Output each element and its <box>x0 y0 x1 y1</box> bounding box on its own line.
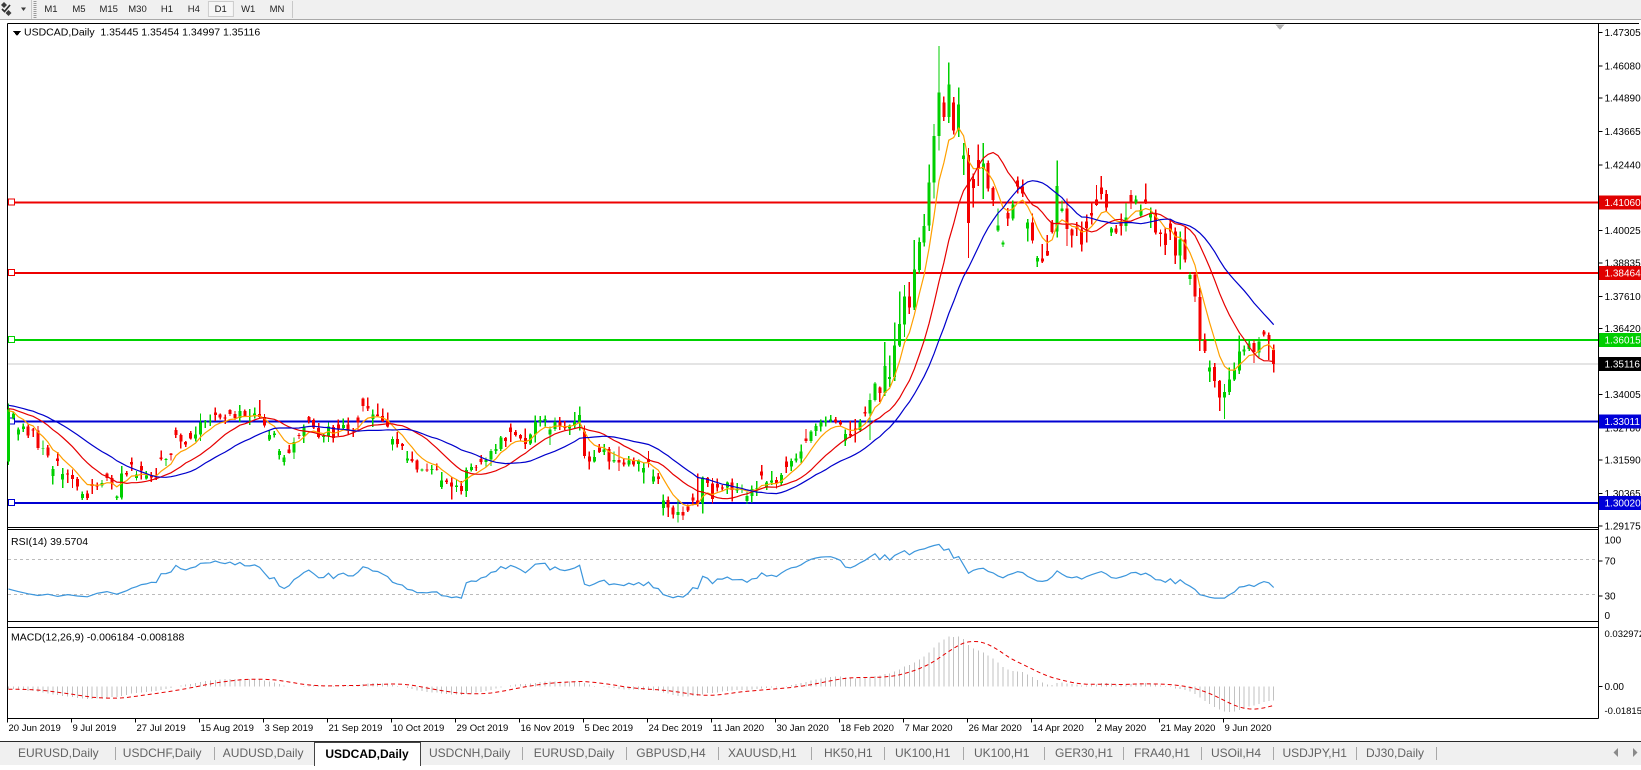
svg-text:30: 30 <box>1605 592 1617 603</box>
svg-text:1.44890: 1.44890 <box>1605 94 1641 105</box>
svg-text:MACD(12,26,9) -0.006184 -0.008: MACD(12,26,9) -0.006184 -0.008188 <box>11 632 185 644</box>
svg-text:1.30020: 1.30020 <box>1605 498 1641 509</box>
svg-text:30 Jan 2020: 30 Jan 2020 <box>777 723 829 734</box>
svg-text:1.47305: 1.47305 <box>1605 28 1641 39</box>
svg-text:1.43665: 1.43665 <box>1605 127 1641 138</box>
svg-text:18 Feb 2020: 18 Feb 2020 <box>841 723 894 734</box>
svg-text:1.34005: 1.34005 <box>1605 390 1641 401</box>
svg-text:26 Mar 2020: 26 Mar 2020 <box>969 723 1022 734</box>
svg-text:USDCAD,Daily 1.35445 1.35454: USDCAD,Daily 1.35445 1.35454 1.34997 1.3… <box>24 27 260 39</box>
svg-text:1.37610: 1.37610 <box>1605 292 1641 303</box>
svg-text:0: 0 <box>1605 611 1611 622</box>
svg-text:1.40025: 1.40025 <box>1605 226 1641 237</box>
svg-text:1.33011: 1.33011 <box>1605 417 1641 428</box>
svg-text:1.31590: 1.31590 <box>1605 456 1641 467</box>
svg-text:14 Apr 2020: 14 Apr 2020 <box>1033 723 1084 734</box>
svg-text:-0.018154: -0.018154 <box>1605 706 1641 717</box>
svg-text:16 Nov 2019: 16 Nov 2019 <box>521 723 575 734</box>
svg-text:11 Jan 2020: 11 Jan 2020 <box>713 723 765 734</box>
svg-text:15 Aug 2019: 15 Aug 2019 <box>201 723 254 734</box>
svg-text:24 Dec 2019: 24 Dec 2019 <box>649 723 703 734</box>
svg-text:27 Jul 2019: 27 Jul 2019 <box>137 723 186 734</box>
svg-text:70: 70 <box>1605 557 1617 568</box>
svg-text:1.29175: 1.29175 <box>1605 521 1641 532</box>
svg-text:5 Dec 2019: 5 Dec 2019 <box>585 723 634 734</box>
svg-text:0.00: 0.00 <box>1605 682 1625 693</box>
svg-text:1.41060: 1.41060 <box>1605 198 1641 209</box>
svg-text:1.42440: 1.42440 <box>1605 160 1641 171</box>
svg-text:1.38464: 1.38464 <box>1605 269 1641 280</box>
svg-text:9 Jun 2020: 9 Jun 2020 <box>1225 723 1272 734</box>
svg-text:100: 100 <box>1605 536 1622 547</box>
svg-text:RSI(14) 39.5704: RSI(14) 39.5704 <box>11 536 88 548</box>
svg-text:21 Sep 2019: 21 Sep 2019 <box>329 723 383 734</box>
svg-text:7 Mar 2020: 7 Mar 2020 <box>905 723 953 734</box>
svg-text:21 May 2020: 21 May 2020 <box>1161 723 1216 734</box>
svg-text:1.46080: 1.46080 <box>1605 61 1641 72</box>
svg-text:9 Jul 2019: 9 Jul 2019 <box>73 723 117 734</box>
svg-text:10 Oct 2019: 10 Oct 2019 <box>393 723 445 734</box>
svg-text:2 May 2020: 2 May 2020 <box>1097 723 1147 734</box>
svg-text:3 Sep 2019: 3 Sep 2019 <box>265 723 314 734</box>
svg-text:1.36015: 1.36015 <box>1605 335 1641 346</box>
svg-text:1.35116: 1.35116 <box>1605 360 1641 371</box>
svg-text:20 Jun 2019: 20 Jun 2019 <box>9 723 61 734</box>
svg-text:29 Oct 2019: 29 Oct 2019 <box>457 723 509 734</box>
svg-text:0.032972: 0.032972 <box>1605 629 1641 640</box>
